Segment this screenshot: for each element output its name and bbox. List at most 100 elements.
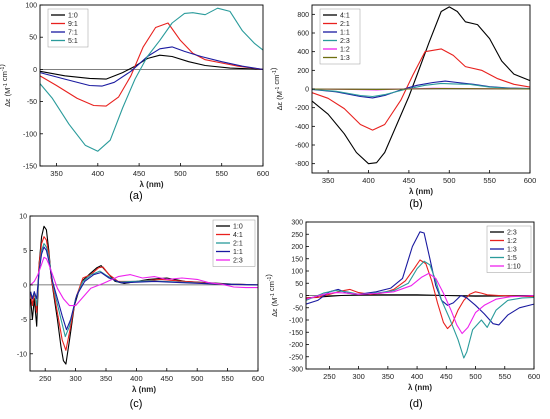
plot-frame — [39, 4, 264, 167]
x-tick-label: 250 — [323, 372, 336, 381]
legend-label: 5:1 — [68, 38, 78, 45]
legend-label: 4:1 — [340, 13, 350, 20]
y-tick-label: 200 — [297, 68, 309, 75]
chart-panel-c: 250 300 350 400 450 500 550 600 -10 -5 0 5 10 λ (nm) 1… — [17, 214, 264, 395]
x-tick-label: 300 — [69, 374, 82, 383]
y-tick-label: -800 — [295, 161, 309, 168]
y-tick-label: -200 — [289, 342, 303, 349]
legend-label: 1:1 — [233, 249, 243, 256]
series-line-1-5 — [306, 260, 534, 359]
series-line-5-1 — [40, 7, 263, 152]
y-tick-label: -5 — [21, 317, 27, 324]
series-line-1-2 — [306, 259, 534, 330]
legend: 1:04:1 2:11:1 2:3 — [212, 219, 256, 267]
legend-label: 1:0 — [233, 224, 243, 231]
x-tick-label: 500 — [174, 169, 187, 178]
x-tick-label: 600 — [528, 372, 541, 381]
chart-panel-d: 250 300 350 400 450 500 550 600-300-250-200-150… — [264, 220, 540, 393]
x-axis-label: λ (nm) — [140, 180, 164, 189]
y-tick-label: -150 — [289, 330, 303, 337]
y-tick-label: 100 — [25, 3, 37, 10]
y-tick-label: -250 — [289, 354, 303, 361]
series-line-2-3 — [312, 82, 530, 98]
series-line-9-1 — [40, 22, 263, 107]
x-tick-label: 550 — [483, 176, 496, 185]
series-line-2-3 — [306, 294, 534, 299]
y-tick-label: 400 — [297, 49, 309, 56]
y-tick-label: 0 — [33, 67, 37, 74]
legend-label: 4:1 — [233, 232, 243, 239]
x-tick-label: 400 — [130, 374, 143, 383]
series-line-2-3 — [30, 256, 258, 307]
y-tick-label: 800 — [297, 12, 309, 19]
legend-label: 7:1 — [68, 30, 78, 37]
legend-label: 1:0 — [68, 13, 78, 20]
y-tick-label: 150 — [291, 256, 303, 263]
y-tick-label: 10 — [19, 214, 27, 221]
legend-label: 1:3 — [340, 55, 350, 62]
y-tick-label: 100 — [291, 269, 303, 276]
legend: 4:12:1 1:12:3 1:21:3 — [319, 8, 361, 65]
y-axis-label: Δε (M-1 cm-1) — [0, 64, 12, 107]
y-tick-label: -600 — [295, 143, 309, 150]
x-tick-label: 350 — [382, 372, 395, 381]
panel-label: (a) — [129, 190, 142, 202]
y-axis-label: Δε (M-1 cm-1) — [264, 274, 279, 317]
y-tick-label: 200 — [291, 244, 303, 251]
x-axis-label: λ (nm) — [132, 385, 156, 394]
panel-label: (c) — [130, 398, 143, 410]
series-line-1-1 — [30, 246, 258, 331]
legend-label: 2:1 — [340, 21, 350, 28]
y-tick-label: 0 — [299, 293, 303, 300]
legend: 1:09:1 7:15:1 — [47, 8, 89, 48]
series-line-1-3 — [312, 87, 530, 91]
series-line-4-1 — [312, 6, 530, 165]
x-tick-label: 550 — [215, 169, 228, 178]
x-tick-label: 400 — [411, 372, 424, 381]
legend-label: 1:2 — [340, 47, 350, 54]
series-lines — [312, 6, 530, 165]
y-tick-label: -150 — [23, 164, 37, 171]
series-line-1-0 — [40, 54, 263, 80]
y-tick-label: 0 — [23, 282, 27, 289]
y-tick-label: -200 — [295, 105, 309, 112]
x-tick-label: 400 — [92, 169, 105, 178]
x-tick-label: 450 — [133, 169, 146, 178]
y-tick-label: 600 — [297, 31, 309, 38]
x-tick-label: 350 — [50, 169, 63, 178]
series-lines — [306, 231, 534, 359]
x-tick-label: 350 — [100, 374, 113, 383]
y-tick-label: -100 — [23, 131, 37, 138]
y-tick-label: 50 — [29, 35, 37, 42]
y-tick-label: -50 — [293, 305, 303, 312]
x-tick-label: 450 — [440, 372, 453, 381]
y-tick-label: -10 — [17, 351, 27, 358]
y-tick-label: -400 — [295, 124, 309, 131]
series-line-1-10 — [306, 272, 534, 335]
y-tick-label: -300 — [289, 367, 303, 374]
x-tick-label: 300 — [352, 372, 365, 381]
x-tick-label: 450 — [161, 374, 174, 383]
y-tick-label: 250 — [291, 232, 303, 239]
chart-panel-b: 350 400 450 500 550 600 -800 -600 -400 -200 0 200 40… — [269, 4, 536, 196]
legend-label: 2:3 — [507, 230, 517, 237]
legend-label: 1:3 — [507, 247, 517, 254]
x-tick-label: 500 — [191, 374, 204, 383]
legend-label: 1:5 — [507, 255, 517, 262]
series-line-2-1 — [312, 48, 530, 131]
x-tick-label: 600 — [257, 169, 270, 178]
series-line-1-0 — [30, 225, 258, 365]
y-tick-label: -100 — [289, 318, 303, 325]
x-tick-label: 500 — [443, 176, 456, 185]
panel-label: (b) — [409, 198, 422, 210]
panel-label: (d) — [409, 398, 422, 410]
plot-frame — [29, 215, 259, 372]
x-tick-label: 600 — [252, 374, 265, 383]
x-axis-label: λ (nm) — [408, 383, 432, 392]
y-tick-label: 50 — [295, 281, 303, 288]
x-tick-label: 250 — [39, 374, 52, 383]
x-tick-label: 550 — [221, 374, 234, 383]
chart-panel-a: 350 400 450 500 550 600 -150 -100 -50 0 50 100 λ (nm… — [0, 3, 269, 190]
x-tick-label: 450 — [403, 176, 416, 185]
